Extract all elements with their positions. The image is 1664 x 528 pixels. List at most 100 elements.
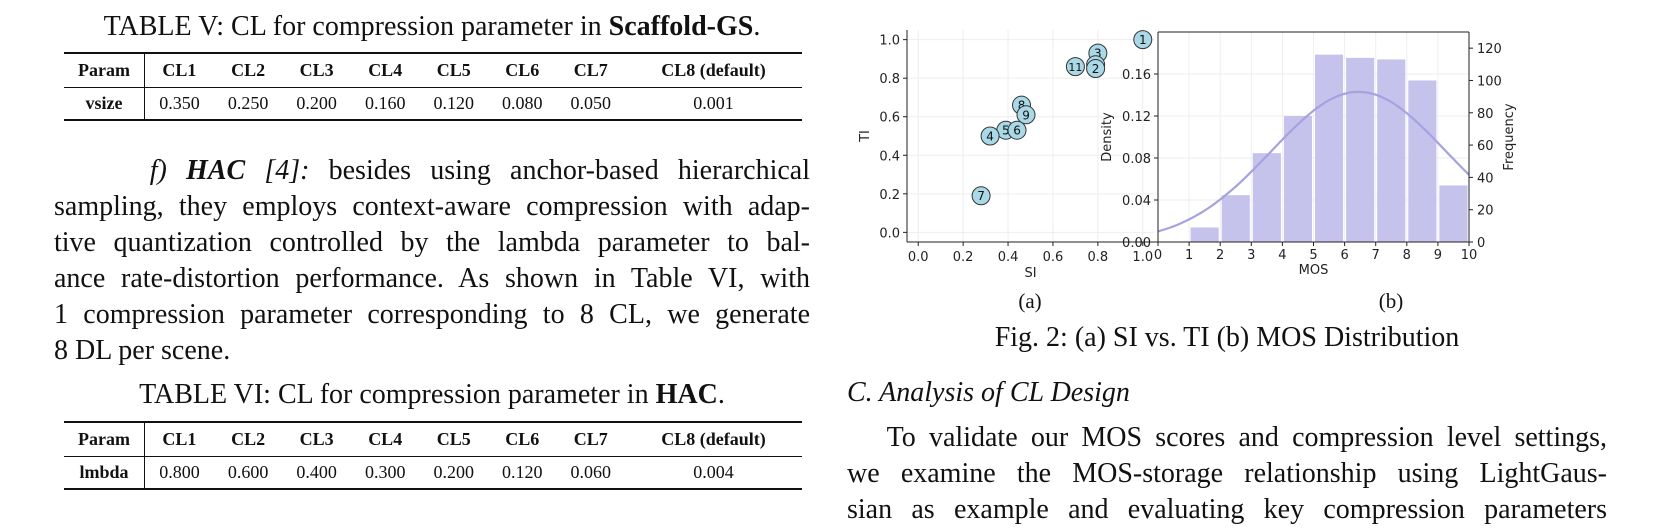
table-header-cell: CL7 [556, 53, 626, 88]
subfigure-b-label: (b) [1379, 289, 1404, 313]
right-column: 0.0 0.2 0.4 0.6 0.8 1.0 0.0 0.2 0.4 0.6 0.8 1.0 SI TI… [847, 0, 1607, 525]
scatter-point-label: 8 [1018, 99, 1026, 113]
table-cell: 0.160 [364, 92, 406, 113]
table-vi: Param CL1 CL2 CL3 CL4 CL5 CL6 CL7 CL8 (d… [64, 421, 802, 490]
scatter-x-axis-label: SI [1024, 266, 1036, 281]
paragraph-line: sampling, they employs context-aware com… [54, 191, 810, 222]
paragraph-title: HAC [186, 155, 246, 186]
table-v-caption-bold: Scaffold-GS [608, 11, 754, 42]
hist-bar [1190, 227, 1219, 242]
hist-density-tick-label: 0.16 [1122, 68, 1151, 83]
scatter-x-tick-label: 0.8 [1088, 250, 1109, 265]
scatter-point-label: 7 [977, 189, 985, 203]
si-ti-scatter-plot: 0.0 0.2 0.4 0.6 0.8 1.0 0.0 0.2 0.4 0.6 0.8 1.0 SI TI… [858, 30, 1154, 281]
table-v: Param CL1 CL2 CL3 CL4 CL5 CL6 CL7 CL8 (d… [64, 52, 802, 121]
table-header-cell: CL6 [488, 53, 557, 88]
table-v-caption: TABLE V: CL for compression parameter in… [54, 10, 810, 44]
hist-x-tick-label: 10 [1461, 248, 1478, 263]
table-cell: 0.300 [364, 461, 406, 482]
scatter-point [1016, 105, 1036, 125]
scatter-point [1086, 59, 1106, 79]
hist-frequency-tick-label: 20 [1477, 204, 1494, 219]
hist-x-tick-label: 8 [1403, 248, 1411, 263]
table-vi-caption-suffix: . [717, 379, 725, 410]
paragraph-line-text: To validate our MOS scores and compressi… [886, 422, 1608, 453]
hist-frequency-tick-label: 0 [1477, 236, 1485, 251]
table-header-cell: CL8 (default) [625, 422, 802, 457]
hist-bar [1346, 57, 1375, 242]
paragraph-line: we examine the MOS-storage relationship … [847, 458, 1607, 489]
figure-2-plots: 0.0 0.2 0.4 0.6 0.8 1.0 0.0 0.2 0.4 0.6 0.8 1.0 SI TI… [858, 30, 1517, 313]
hist-x-tick-label: 4 [1278, 248, 1286, 263]
density-curve [1157, 90, 1470, 233]
hist-bar [1408, 80, 1437, 242]
scatter-y-tick-label: 0.4 [879, 149, 900, 164]
table-header-cell: CL4 [350, 53, 420, 88]
paragraph-line-text: besides using anchor-based hierarchical [328, 155, 811, 186]
scatter-point [1007, 120, 1027, 140]
table-row: lmbda 0.800 0.600 0.400 0.300 0.200 0.12… [64, 456, 802, 489]
scatter-point-label: 9 [1022, 108, 1030, 122]
table-header-cell: CL4 [350, 422, 420, 457]
scatter-point [1133, 30, 1153, 50]
hist-density-axis-label: Density [1100, 112, 1115, 162]
paragraph-line: To validate our MOS scores and compressi… [847, 420, 1607, 456]
table-cell: 0.120 [433, 92, 474, 113]
scatter-x-tick-label: 0.6 [1043, 250, 1064, 265]
table-header-cell: CL3 [282, 422, 351, 457]
scatter-point-label: 6 [1013, 124, 1021, 138]
scatter-x-tick-label: 0.2 [953, 250, 974, 265]
table-cell: 0.600 [227, 461, 269, 482]
hist-bar [1439, 185, 1468, 242]
table-vi-caption-bold: HAC [655, 379, 718, 410]
hist-x-axis-label: MOS [1299, 263, 1329, 278]
hist-bar [1252, 153, 1281, 242]
table-header-cell: CL3 [282, 53, 351, 88]
paragraph-label: f) [149, 155, 167, 186]
table-v-caption-text: TABLE V: CL for compression parameter in [103, 11, 609, 42]
figure-caption: Fig. 2: (a) SI vs. TI (b) MOS Distributi… [994, 322, 1460, 353]
paragraph-line: 8 DL per scene. [54, 335, 231, 366]
hist-x-tick-label: 2 [1216, 248, 1224, 263]
scatter-point-label: 3 [1094, 47, 1102, 61]
hist-x-tick-label: 6 [1340, 248, 1348, 263]
hist-bar [1221, 195, 1250, 242]
scatter-x-tick-label: 0.4 [998, 250, 1019, 265]
scatter-y-axis-label: TI [858, 130, 873, 143]
paragraph-line: tive quantization controlled by the lamb… [54, 227, 810, 258]
hist-x-tick-label: 1 [1185, 248, 1193, 263]
hist-frequency-axis-label: Frequency [1502, 103, 1517, 170]
scatter-x-tick-label: 1.0 [1132, 250, 1153, 265]
scatter-point [980, 126, 1000, 146]
table-cell: 0.800 [159, 461, 200, 482]
table-header-cell: CL5 [419, 422, 488, 457]
scatter-y-tick-label: 0.0 [879, 226, 900, 241]
hist-x-tick-label: 5 [1309, 248, 1317, 263]
hist-bar [1377, 59, 1406, 242]
scatter-point-label: 5 [1002, 124, 1010, 138]
scatter-point-label: 1 [1139, 33, 1147, 47]
hist-x-tick-label: 9 [1434, 248, 1442, 263]
subfigure-a-label: (a) [1018, 289, 1041, 313]
table-header-cell: CL2 [213, 53, 283, 88]
scatter-y-tick-label: 1.0 [879, 34, 900, 49]
table-header-cell: CL5 [419, 53, 488, 88]
scatter-y-tick-label: 0.8 [879, 72, 900, 87]
mos-distribution-plot: 0 1 2 3 4 5 6 7 8 9 10 0.00 0.04 0.08 0.12 0.16 0 20 40 60 8… [1100, 31, 1517, 278]
hist-bar [1315, 54, 1344, 242]
table-vi-caption-text: TABLE VI: CL for compression parameter i… [139, 379, 656, 410]
table-header-cell: Param [64, 53, 145, 88]
scatter-point [971, 186, 991, 206]
table-header-cell: CL8 (default) [625, 53, 802, 88]
scatter-point-label: 11 [1068, 61, 1082, 74]
table-cell: 0.400 [296, 461, 337, 482]
table-cell: 0.200 [433, 461, 474, 482]
paragraph-line: sian as example and evaluating key compr… [847, 494, 1607, 525]
table-header-cell: Param [64, 422, 145, 457]
table-v-caption-suffix: . [753, 11, 761, 42]
hist-density-tick-label: 0.08 [1122, 152, 1151, 167]
analysis-paragraph: To validate our MOS scores and compressi… [847, 420, 1607, 528]
table-header-cell: CL1 [144, 422, 214, 457]
table-header-cell: CL2 [213, 422, 283, 457]
hist-x-tick-label: 0 [1154, 248, 1162, 263]
